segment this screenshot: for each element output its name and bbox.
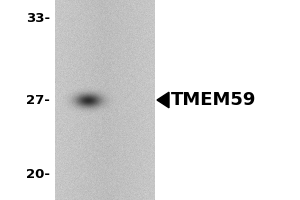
Text: 33-: 33-	[26, 11, 50, 24]
Text: TMEM59: TMEM59	[171, 91, 256, 109]
Polygon shape	[157, 92, 169, 108]
Text: 27-: 27-	[26, 94, 50, 106]
Text: 20-: 20-	[26, 168, 50, 182]
